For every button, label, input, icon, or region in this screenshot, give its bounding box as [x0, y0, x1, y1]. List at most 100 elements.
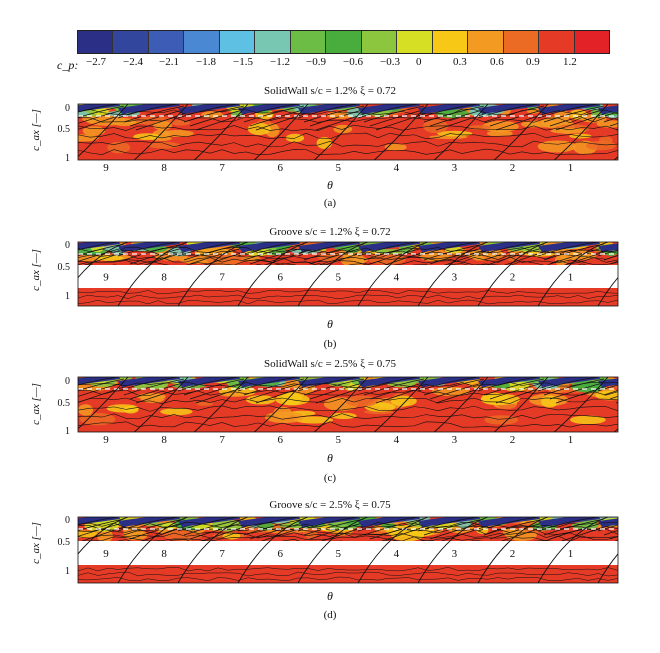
blade-number: 5 [336, 162, 342, 174]
blade-number: 1 [568, 162, 574, 174]
blade-profile [78, 517, 129, 555]
contour-line [609, 261, 618, 265]
blade-suction-zone [598, 243, 618, 252]
contour-line [78, 105, 125, 118]
y-tick-0: 0 [65, 376, 70, 387]
contour-line [78, 242, 119, 251]
colorbar-tick-label: 0 [416, 56, 422, 68]
contour-line [78, 378, 125, 391]
blade-number: 4 [394, 548, 400, 560]
blade-number: 5 [336, 434, 342, 446]
colorbar [77, 30, 610, 54]
colorbar-ticks: −2.7 −2.4 −2.1 −1.8 −1.5 −1.2 −0.9 −0.6 −0.3 0 0.3… [0, 56, 660, 74]
contour-blob [160, 408, 193, 416]
contour-panel-a: 9 8 7 6 5 4 3 2 1 [77, 103, 619, 174]
blade-number: 3 [452, 162, 458, 174]
blade-profile [297, 517, 369, 583]
contour-blob [95, 255, 124, 262]
contour-line [543, 518, 605, 536]
plot-frame [77, 376, 619, 433]
contour-blob [264, 411, 304, 424]
contour-blob [200, 111, 223, 119]
contour-line [615, 401, 618, 404]
panel-label: (b) [323, 338, 337, 350]
contour-blob [486, 130, 513, 137]
blade-profile [78, 104, 129, 158]
y-tick-0: 0 [65, 515, 70, 526]
x-axis-label: θ [327, 178, 333, 192]
blade-profile [357, 517, 429, 583]
blade-profile [373, 104, 429, 160]
contour-line [543, 378, 605, 396]
colorbar-segment [184, 31, 220, 53]
contour-line [363, 105, 425, 123]
blade-profile [433, 104, 489, 160]
y-tick-0: 0 [65, 103, 70, 114]
blade-number: 9 [103, 272, 109, 284]
blade-number: 9 [103, 162, 109, 174]
blade-number-band [78, 541, 618, 565]
contour-line [483, 518, 545, 536]
contour-blob [550, 127, 586, 134]
blade-number: 5 [336, 548, 342, 560]
blade-number: 1 [568, 272, 574, 284]
contour-panel-d: 9 8 7 6 5 4 3 2 1 [77, 516, 619, 584]
groove-region [78, 288, 618, 306]
contour-line [483, 105, 545, 123]
y-tick-1: 1 [65, 566, 70, 577]
blade-number: 3 [452, 434, 458, 446]
y-tick-0: 0 [65, 240, 70, 251]
blade-number: 5 [336, 272, 342, 284]
blade-number: 7 [219, 162, 225, 174]
contour-line [537, 517, 599, 532]
contour-panel-c: 9 8 7 6 5 4 3 2 1 [77, 376, 619, 446]
blade-profile [78, 242, 129, 279]
blade-number: 7 [219, 272, 225, 284]
blade-profile [253, 104, 309, 160]
colorbar-segment [468, 31, 504, 53]
colorbar-tick-label: −0.6 [343, 56, 363, 68]
contour-line [357, 104, 419, 119]
contour-line [78, 108, 618, 116]
blade-number: 1 [568, 548, 574, 560]
blade-number: 3 [452, 272, 458, 284]
plot-frame [77, 241, 619, 307]
contour-line [78, 381, 618, 389]
y-tick-0.5: 0.5 [57, 398, 71, 409]
blade-profile [553, 377, 609, 432]
blade-profile [537, 517, 609, 583]
y-tick-0.5: 0.5 [57, 124, 71, 135]
blade-profile [553, 104, 609, 160]
contour-line [78, 289, 618, 295]
colorbar-segment [503, 31, 540, 53]
blade-number: 1 [568, 434, 574, 446]
colorbar-tick-label: −2.1 [159, 56, 179, 68]
contour-line [537, 242, 599, 257]
contour-panel-b: 9 8 7 6 5 4 3 2 1 [77, 241, 619, 307]
blade-profile [297, 242, 369, 306]
contour-blob [160, 129, 194, 137]
colorbar-label: c_p: [57, 58, 79, 72]
contour-line [615, 128, 618, 131]
blade-profile [253, 377, 309, 432]
colorbar-segment [397, 31, 433, 53]
colorbar-segment [539, 31, 575, 53]
colorbar-segment [290, 31, 327, 53]
colorbar-tick-label: 0.6 [490, 56, 504, 68]
contour-blob [484, 415, 519, 425]
contour-line [615, 541, 618, 544]
blade-profile [78, 377, 129, 430]
blade-number: 2 [510, 272, 516, 284]
colorbar-segment [148, 31, 185, 53]
colorbar-segment [78, 31, 114, 53]
blade-profile [237, 242, 309, 306]
contour-blob [330, 412, 357, 420]
y-tick-0.5: 0.5 [57, 262, 71, 273]
x-axis-label: θ [327, 589, 333, 603]
contour-line [357, 377, 419, 392]
contour-line [78, 259, 618, 267]
colorbar-segment [432, 31, 469, 53]
